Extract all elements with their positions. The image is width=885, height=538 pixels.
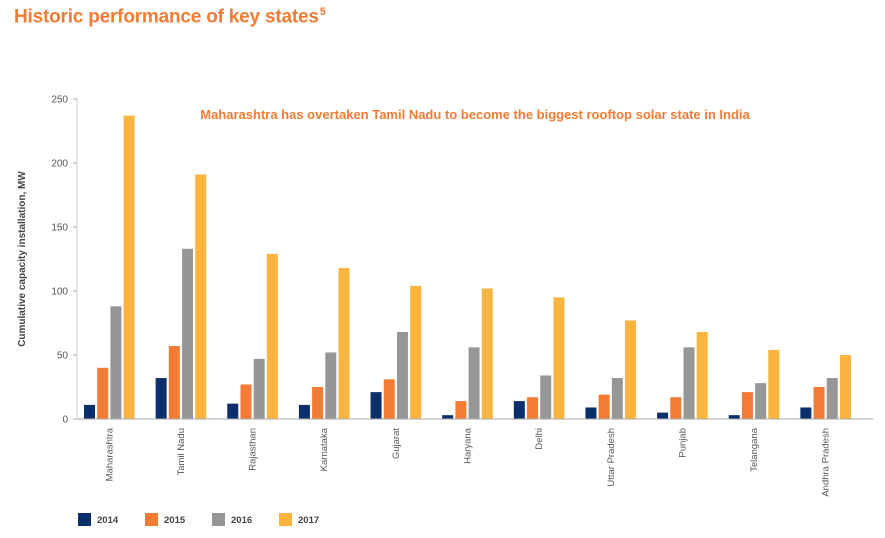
- x-category-label: Telangana: [749, 427, 760, 472]
- x-category-label: Uttar Pradesh: [606, 428, 617, 487]
- bar-2015-andhra-pradesh: [813, 387, 825, 419]
- bar-2015-haryana: [455, 401, 467, 419]
- bar-2017-gujarat: [410, 285, 422, 419]
- x-category-label: Punjab: [677, 428, 688, 458]
- bar-2015-gujarat: [383, 379, 395, 419]
- bar-2015-karnataka: [312, 387, 324, 419]
- bar-2014-haryana: [442, 415, 454, 419]
- bar-2016-andhra-pradesh: [826, 378, 838, 419]
- bar-2015-maharashtra: [97, 367, 109, 419]
- bar-2016-maharashtra: [110, 306, 122, 419]
- bar-2017-andhra-pradesh: [839, 355, 851, 419]
- bar-2014-andhra-pradesh: [800, 407, 812, 419]
- title-footnote-marker: 5: [319, 6, 326, 18]
- y-tick-label: 100: [51, 287, 68, 298]
- legend-label: 2017: [298, 515, 319, 526]
- chart-annotation: Maharashtra has overtaken Tamil Nadu to …: [200, 107, 750, 122]
- x-category-label: Karnataka: [319, 427, 330, 471]
- bar-2017-delhi: [553, 297, 565, 419]
- title-text: Historic performance of key states: [14, 6, 319, 28]
- y-axis-label: Cumulative capacity installation, MW: [17, 171, 28, 347]
- bar-2015-delhi: [527, 397, 539, 419]
- bar-2016-punjab: [683, 347, 695, 419]
- bar-2016-gujarat: [396, 331, 408, 419]
- bar-2014-karnataka: [298, 404, 310, 419]
- legend-label: 2016: [231, 515, 252, 526]
- bar-2017-telangana: [768, 349, 780, 419]
- legend-swatch-2015: [145, 513, 158, 526]
- x-category-label: Tamil Nadu: [176, 428, 187, 476]
- y-tick-label: 200: [51, 159, 68, 170]
- bar-2014-telangana: [728, 415, 740, 419]
- bar-2017-maharashtra: [123, 115, 135, 419]
- bar-2014-rajasthan: [227, 403, 239, 419]
- x-category-label: Rajasthan: [248, 428, 259, 471]
- bars: [84, 115, 851, 419]
- bar-2017-haryana: [481, 288, 493, 419]
- y-tick-label: 0: [62, 415, 68, 426]
- bar-2014-delhi: [513, 401, 525, 419]
- bar-2015-telangana: [741, 392, 753, 419]
- bar-2015-rajasthan: [240, 384, 252, 419]
- y-axis-label-group: Cumulative capacity installation, MW: [17, 171, 28, 347]
- bar-2014-tamil-nadu: [155, 378, 167, 419]
- bar-2017-rajasthan: [266, 253, 278, 419]
- bar-2015-uttar-pradesh: [598, 394, 610, 419]
- y-tick-label: 250: [51, 95, 68, 106]
- legend: 2014 2015 2016 2017: [78, 513, 319, 526]
- page-title: Historic performance of key states5: [14, 6, 326, 28]
- bar-2015-tamil-nadu: [168, 346, 180, 419]
- bar-2017-uttar-pradesh: [625, 320, 637, 419]
- bar-2017-punjab: [696, 331, 708, 419]
- y-tick-label: 150: [51, 223, 68, 234]
- bar-2014-uttar-pradesh: [585, 407, 597, 419]
- legend-swatch-2016: [212, 513, 225, 526]
- x-category-label: Haryana: [463, 427, 474, 464]
- bar-2014-maharashtra: [84, 404, 95, 419]
- bar-2016-tamil-nadu: [182, 248, 194, 419]
- bar-2016-haryana: [468, 347, 480, 419]
- x-axis-categories: Maharashtra Tamil Nadu Rajasthan Karnataka G…: [104, 427, 831, 496]
- bar-2016-delhi: [540, 375, 552, 419]
- bar-2014-punjab: [657, 412, 669, 419]
- bar-2016-karnataka: [325, 352, 337, 419]
- bar-2017-tamil-nadu: [195, 174, 207, 419]
- x-category-label: Gujarat: [391, 428, 402, 460]
- bar-2016-uttar-pradesh: [611, 378, 623, 419]
- x-category-label: Maharashtra: [104, 427, 115, 481]
- legend-swatch-2014: [78, 513, 91, 526]
- bar-2017-karnataka: [338, 267, 350, 419]
- x-category-label: Andhra Pradesh: [821, 428, 832, 497]
- legend-swatch-2017: [279, 513, 292, 526]
- bar-2016-rajasthan: [253, 358, 265, 419]
- bar-2015-punjab: [670, 397, 682, 419]
- x-category-label: Delhi: [534, 428, 545, 450]
- y-tick-label: 50: [57, 351, 69, 362]
- legend-label: 2014: [97, 515, 119, 526]
- y-axis-ticks: 0 50 100 150 200 250: [51, 95, 77, 426]
- bar-2014-gujarat: [370, 392, 382, 419]
- legend-label: 2015: [164, 515, 186, 526]
- bar-2016-telangana: [755, 383, 767, 419]
